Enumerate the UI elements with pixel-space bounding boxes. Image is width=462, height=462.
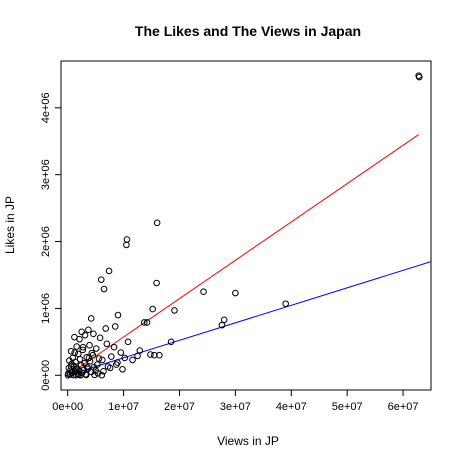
data-point xyxy=(149,305,156,313)
data-point xyxy=(103,340,111,348)
data-point xyxy=(136,347,144,354)
data-point xyxy=(66,357,73,364)
x-tick-label: 5e+07 xyxy=(332,401,363,413)
data-point xyxy=(100,285,108,293)
y-tick-label: 0e+00 xyxy=(40,360,52,391)
y-tick-label: 3e+06 xyxy=(40,159,52,190)
y-axis-label: Likes in JP xyxy=(3,196,17,254)
data-point xyxy=(220,316,228,324)
data-point xyxy=(83,363,91,371)
data-point xyxy=(105,267,113,275)
y-tick-label: 4e+06 xyxy=(40,92,52,123)
data-point xyxy=(100,367,107,375)
data-point xyxy=(102,325,110,332)
data-point xyxy=(282,300,289,308)
data-point xyxy=(71,349,78,356)
data-point xyxy=(113,361,120,368)
data-point xyxy=(143,319,151,326)
data-point xyxy=(151,351,158,359)
y-tick-label: 2e+06 xyxy=(40,226,52,257)
data-point xyxy=(153,279,160,287)
data-points xyxy=(64,72,423,379)
x-tick-label: 3e+07 xyxy=(220,401,251,413)
data-point xyxy=(147,351,154,358)
data-point xyxy=(123,236,131,243)
data-point xyxy=(171,307,178,314)
x-axis: 0e+00 1e+07 2e+07 3e+07 4e+07 5e+07 6e+07 xyxy=(52,390,419,413)
data-point xyxy=(96,334,104,342)
data-point xyxy=(119,365,126,373)
data-point xyxy=(67,347,75,355)
fit-lines xyxy=(67,134,431,376)
data-point xyxy=(98,371,106,379)
plot-frame xyxy=(60,60,432,391)
data-point xyxy=(415,73,423,81)
data-point xyxy=(67,363,75,370)
fit-line xyxy=(67,134,419,376)
data-point xyxy=(64,371,72,379)
data-point xyxy=(156,351,163,359)
x-tick-label: 0e+00 xyxy=(52,401,83,413)
data-point xyxy=(167,338,175,346)
data-point xyxy=(200,288,207,296)
data-point xyxy=(110,343,118,351)
data-point xyxy=(75,350,82,358)
data-point xyxy=(129,356,136,364)
data-point xyxy=(97,276,105,283)
fit-line xyxy=(67,261,431,376)
x-tick-label: 2e+07 xyxy=(164,401,195,413)
data-point xyxy=(92,345,100,352)
x-axis-label: Views in JP xyxy=(217,434,279,448)
data-point xyxy=(140,319,148,326)
data-point xyxy=(124,338,132,346)
x-tick-label: 4e+07 xyxy=(276,401,307,413)
data-point xyxy=(232,289,239,297)
y-axis: 0e+00 1e+06 2e+06 3e+06 4e+06 xyxy=(40,92,61,391)
data-point xyxy=(218,321,226,329)
data-point xyxy=(111,323,119,330)
y-tick-label: 1e+06 xyxy=(40,293,52,324)
data-point xyxy=(90,363,98,371)
data-point xyxy=(77,361,85,369)
data-point xyxy=(89,351,97,359)
data-point xyxy=(72,365,80,373)
data-point xyxy=(73,343,80,350)
data-point xyxy=(99,356,106,364)
data-point xyxy=(86,341,93,349)
data-point xyxy=(72,358,79,366)
data-point xyxy=(106,364,114,372)
data-point xyxy=(108,353,115,360)
data-point xyxy=(92,367,99,374)
data-point xyxy=(75,367,83,375)
chart-title: The Likes and The Views in Japan xyxy=(135,23,361,39)
x-tick-label: 6e+07 xyxy=(388,401,419,413)
data-point xyxy=(79,346,87,354)
data-point xyxy=(78,328,85,336)
data-point xyxy=(90,330,97,338)
data-point xyxy=(91,371,98,379)
data-point xyxy=(95,355,103,362)
data-point xyxy=(134,352,141,360)
data-point xyxy=(81,331,89,339)
data-point xyxy=(121,354,129,362)
data-point xyxy=(77,371,84,379)
data-point xyxy=(86,357,94,365)
data-point xyxy=(76,335,83,343)
data-point xyxy=(117,349,125,356)
data-point xyxy=(87,315,95,322)
data-point xyxy=(85,326,92,334)
data-point xyxy=(114,311,122,319)
data-point xyxy=(153,219,161,227)
data-point xyxy=(79,343,87,351)
x-tick-label: 1e+07 xyxy=(108,401,139,413)
data-point xyxy=(123,241,130,249)
